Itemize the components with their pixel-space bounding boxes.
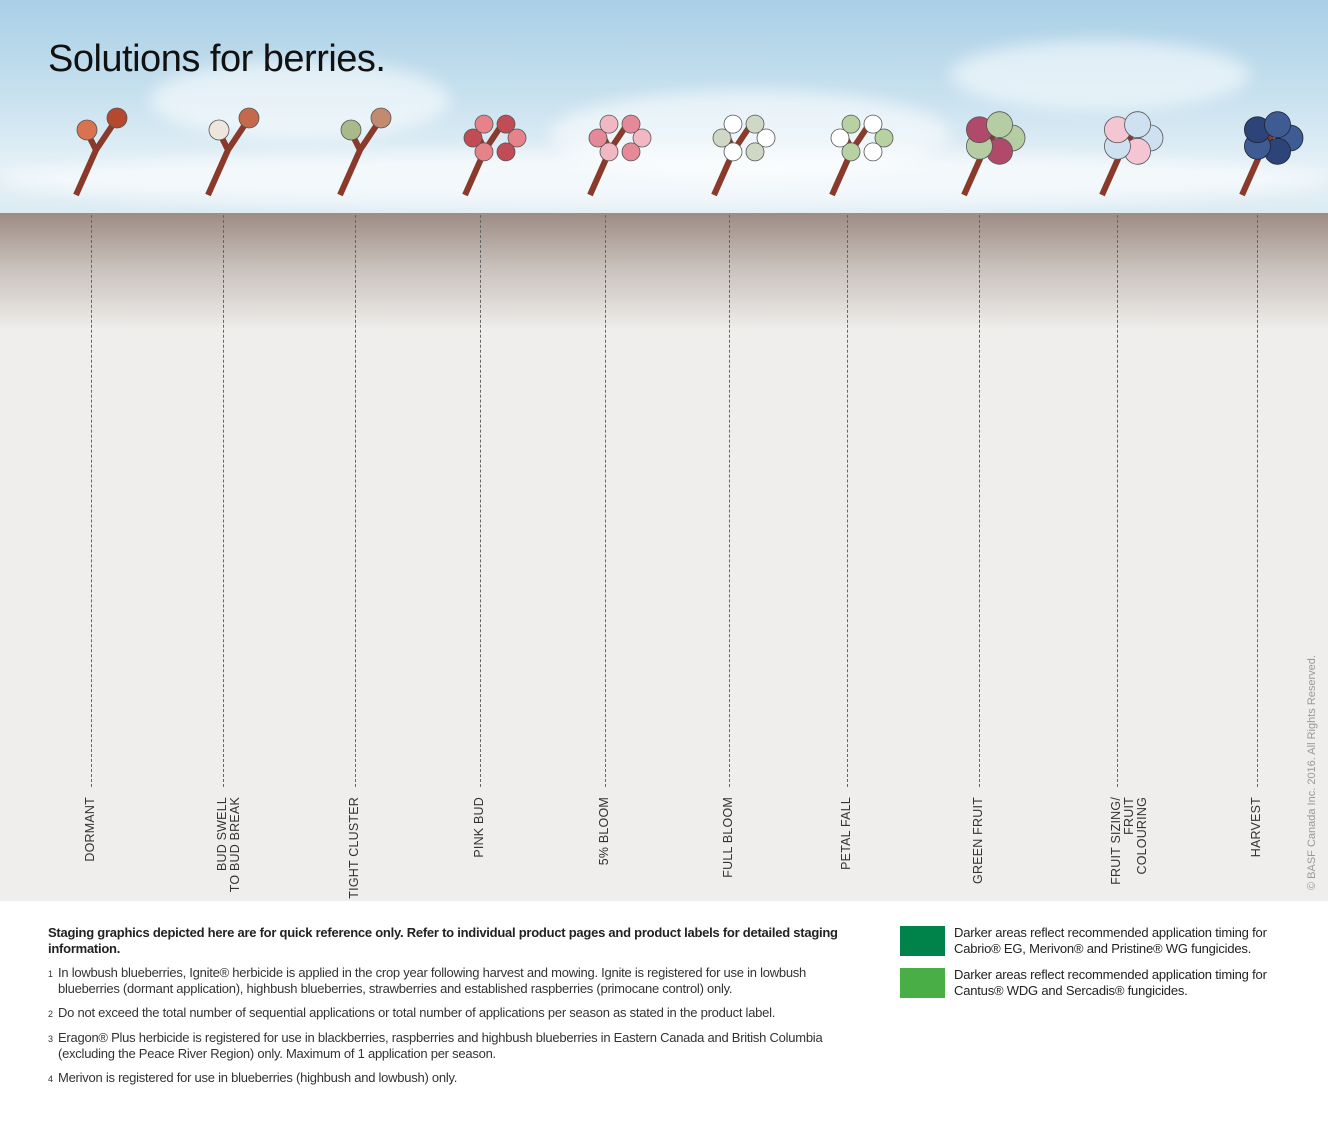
stage-divider — [979, 215, 980, 787]
footnote-text: Eragon® Plus herbicide is registered for… — [58, 1030, 823, 1061]
stage-divider — [605, 215, 606, 787]
footnote: 4 Merivon is registered for use in bluebe… — [48, 1070, 848, 1087]
footnote-number: 1 — [48, 969, 53, 979]
sky-header: Solutions for berries. — [0, 0, 1328, 213]
footnote-number: 3 — [48, 1034, 53, 1044]
legend-text: Darker areas reflect recommended applica… — [954, 925, 1267, 956]
stage-label: GREEN FRUIT — [971, 797, 985, 884]
five-percent-bloom-icon — [587, 114, 652, 197]
bud-swell-icon — [205, 107, 260, 197]
legend-swatch — [900, 926, 945, 956]
stage-label: PINK BUD — [472, 797, 486, 858]
stage-divider — [847, 215, 848, 787]
stage-label: DORMANT — [83, 797, 97, 862]
stage-label: PETAL FALL — [839, 797, 853, 870]
stage-column: HARVEST — [1249, 213, 1263, 901]
stage-divider — [91, 215, 92, 787]
footnote-text: In lowbush blueberries, Ignite® herbicid… — [58, 965, 807, 996]
stage-column: FULL BLOOM — [721, 213, 735, 901]
stage-column: BUD SWELL TO BUD BREAK — [215, 213, 242, 901]
footnote-text: Do not exceed the total number of sequen… — [58, 1005, 776, 1020]
stage-divider — [223, 215, 224, 787]
stage-label: TIGHT CLUSTER — [347, 797, 361, 899]
stage-column: TIGHT CLUSTER — [347, 213, 361, 901]
stage-label: BUD SWELL TO BUD BREAK — [215, 797, 242, 893]
footnote: 1 In lowbush blueberries, Ignite® herbici… — [48, 965, 848, 997]
staging-chart: DORMANT BUD SWELL TO BUD BREAK TIGHT CLUST… — [0, 213, 1328, 901]
stage-label: FRUIT SIZING/ FRUIT COLOURING — [1109, 797, 1149, 885]
stage-label: HARVEST — [1249, 797, 1263, 858]
stage-divider — [355, 215, 356, 787]
stage-divider — [1117, 215, 1118, 787]
footnotes: Staging graphics depicted here are for q… — [48, 925, 848, 1095]
legend-item: Darker areas reflect recommended applica… — [900, 925, 1280, 957]
stage-divider — [480, 215, 481, 787]
footnote-number: 4 — [48, 1074, 53, 1084]
legend-text: Darker areas reflect recommended applica… — [954, 967, 1267, 998]
full-bloom-icon — [711, 114, 776, 197]
stage-label: 5% BLOOM — [597, 797, 611, 866]
page-title: Solutions for berries. — [48, 38, 386, 80]
tight-cluster-icon — [337, 107, 392, 197]
legend-item: Darker areas reflect recommended applica… — [900, 967, 1280, 999]
green-fruit-icon — [961, 111, 1026, 197]
stage-divider — [1257, 215, 1258, 787]
footnote: 3 Eragon® Plus herbicide is registered fo… — [48, 1030, 848, 1062]
footnote-text: Merivon is registered for use in blueber… — [58, 1070, 458, 1085]
footnote-number: 2 — [48, 1009, 53, 1019]
copyright: © BASF Canada Inc. 2016. All Rights Rese… — [1306, 655, 1318, 890]
stage-column: PETAL FALL — [839, 213, 853, 901]
stage-column: FRUIT SIZING/ FRUIT COLOURING — [1109, 213, 1149, 901]
stage-column: PINK BUD — [472, 213, 486, 901]
stage-column: GREEN FRUIT — [971, 213, 985, 901]
dormant-bud-icon — [73, 107, 128, 197]
harvest-berries-icon — [1239, 111, 1304, 197]
footnote: 2 Do not exceed the total number of seque… — [48, 1005, 848, 1022]
stage-label: FULL BLOOM — [721, 797, 735, 878]
legend: Darker areas reflect recommended applica… — [900, 925, 1280, 1009]
stage-column: DORMANT — [83, 213, 97, 901]
pink-bud-icon — [462, 114, 527, 197]
petal-fall-icon — [829, 114, 894, 197]
notes-lead: Staging graphics depicted here are for q… — [48, 925, 838, 956]
legend-swatch — [900, 968, 945, 998]
stage-divider — [729, 215, 730, 787]
stage-column: 5% BLOOM — [597, 213, 611, 901]
fruit-sizing-icon — [1099, 111, 1164, 197]
